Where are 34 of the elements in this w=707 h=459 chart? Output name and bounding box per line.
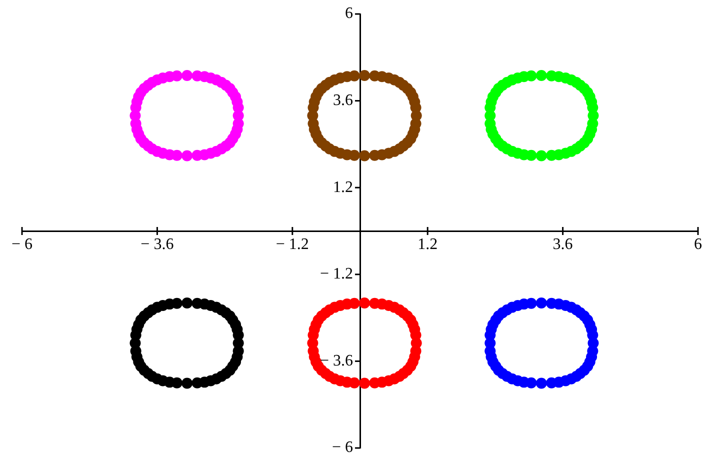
point [536, 378, 547, 389]
point [192, 70, 203, 82]
point [359, 70, 370, 81]
point [369, 298, 380, 309]
point [182, 378, 193, 389]
point [171, 377, 182, 388]
y-tick-label: 3.6 [333, 92, 353, 110]
point [536, 150, 547, 162]
y-tick-label: 6 [345, 5, 353, 22]
point [526, 377, 537, 388]
point [359, 150, 370, 162]
point [348, 377, 360, 388]
point [546, 70, 558, 82]
point [369, 70, 380, 82]
y-tick-label: − 1.2 [320, 266, 353, 283]
y-tick-label: 1.2 [333, 178, 353, 196]
x-tick-label: 1.2 [418, 236, 438, 254]
x-tick-label: 3.6 [552, 236, 573, 254]
point [182, 297, 193, 308]
point [192, 298, 203, 309]
point [359, 297, 370, 308]
point [348, 150, 360, 161]
x-tick-label: − 3.6 [140, 236, 174, 254]
point [182, 70, 193, 81]
x-tick-label: − 6 [11, 236, 33, 254]
y-tick-label: − 6 [332, 439, 353, 456]
point [359, 378, 370, 389]
point [536, 297, 547, 308]
point [182, 150, 193, 162]
x-tick-label: − 1.2 [276, 236, 309, 254]
point [536, 70, 547, 81]
x-tick-label: 6 [694, 236, 702, 254]
point [171, 150, 182, 161]
point [526, 150, 537, 161]
